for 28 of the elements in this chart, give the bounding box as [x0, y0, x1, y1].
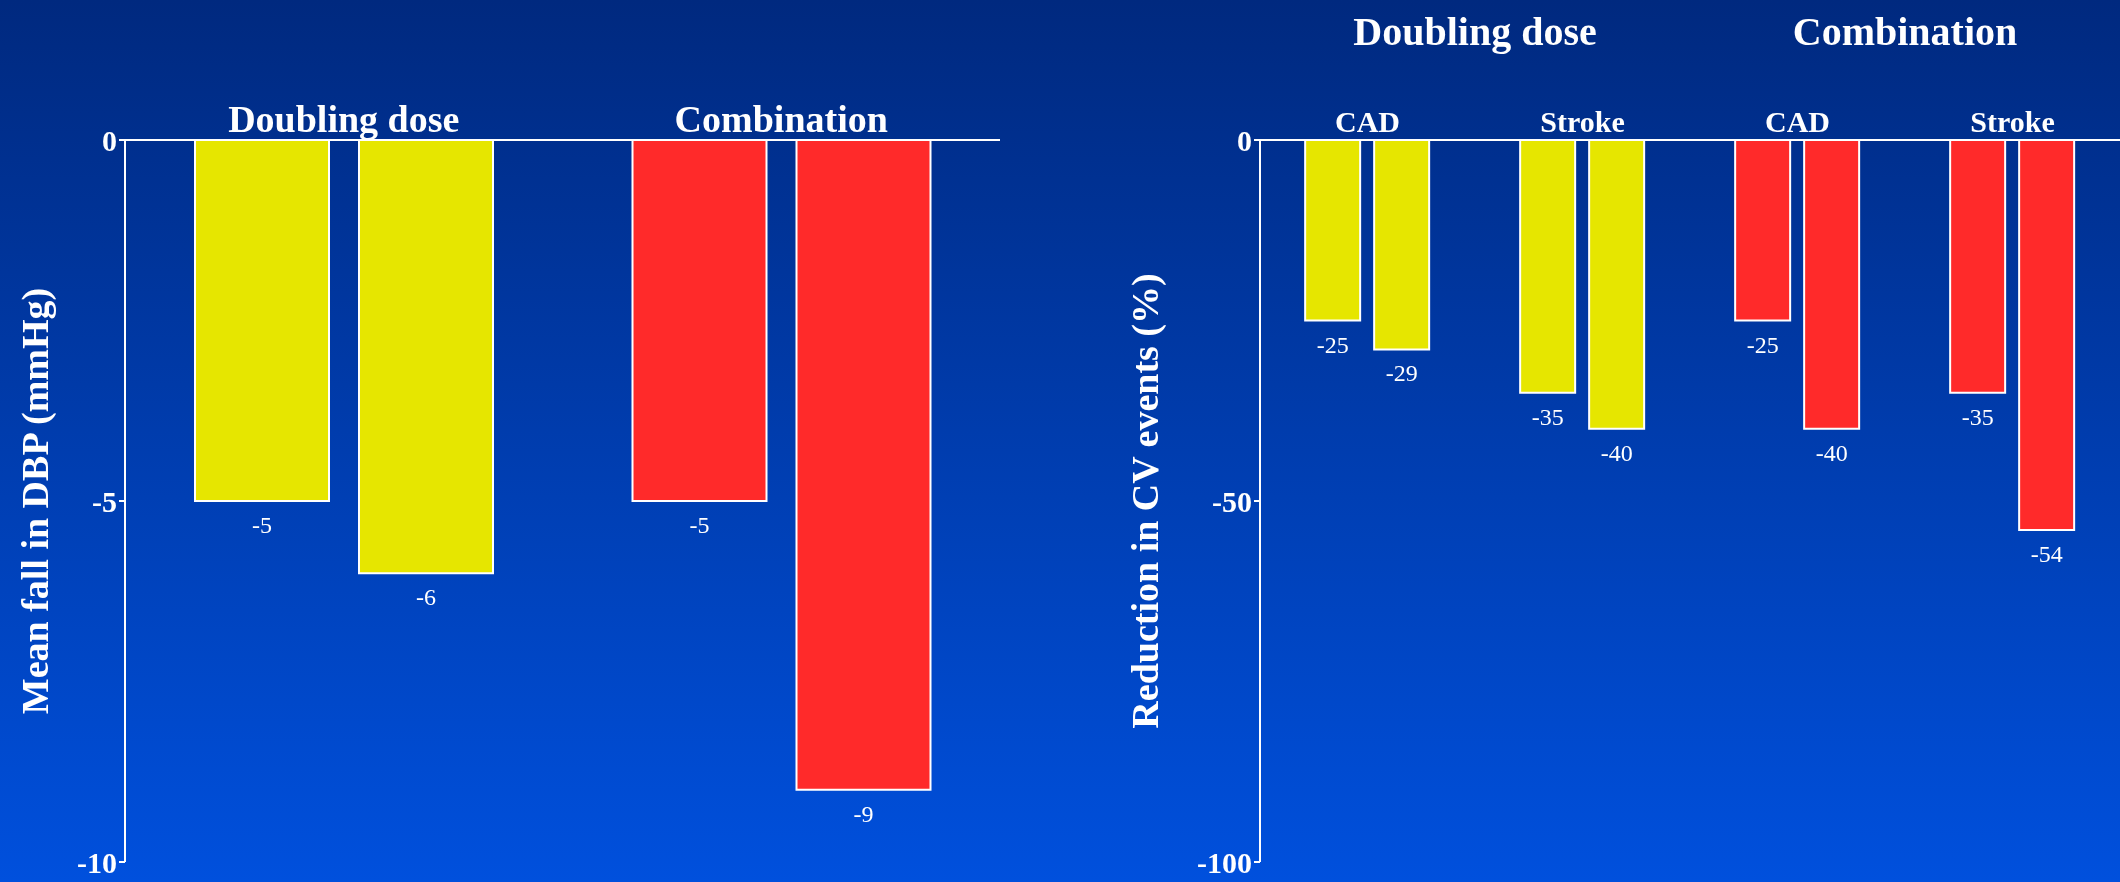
y-tick-label: 0	[102, 123, 117, 157]
x-tick-label: Doubling dose	[228, 98, 460, 140]
y-tick-label: -5	[92, 484, 117, 518]
x-tick-label: CAD	[1335, 105, 1400, 138]
y-tick-label: -50	[1212, 484, 1252, 518]
x-tick-label: Combination	[674, 98, 888, 140]
data-label: -29	[1385, 360, 1418, 387]
y-axis-title: Mean fall in DBP (mmHg)	[13, 286, 57, 717]
data-label: -6	[416, 584, 436, 611]
x-tick-label: CAD	[1765, 105, 1830, 138]
data-label: -9	[853, 800, 874, 827]
x-tick-label: Stroke	[1970, 105, 2055, 138]
text: Combination	[1791, 8, 2019, 55]
data-label: -5	[689, 512, 710, 538]
data-label: -5	[252, 512, 272, 538]
y-tick-label: 0	[1237, 123, 1252, 157]
text: Doubling dose	[1352, 8, 1598, 55]
data-label: -54	[2030, 540, 2063, 567]
data-label: -25	[1316, 331, 1349, 358]
data-label: -40	[1600, 439, 1633, 466]
data-label: -40	[1815, 439, 1848, 466]
y-axis-title: Reduction in CV events (%)	[1123, 272, 1167, 731]
data-label: -35	[1961, 403, 1994, 430]
data-label: -35	[1531, 403, 1564, 430]
data-label: -25	[1746, 331, 1779, 358]
x-tick-label: Stroke	[1540, 105, 1625, 138]
y-tick-label: -10	[77, 845, 117, 879]
y-tick-label: -100	[1197, 845, 1252, 879]
